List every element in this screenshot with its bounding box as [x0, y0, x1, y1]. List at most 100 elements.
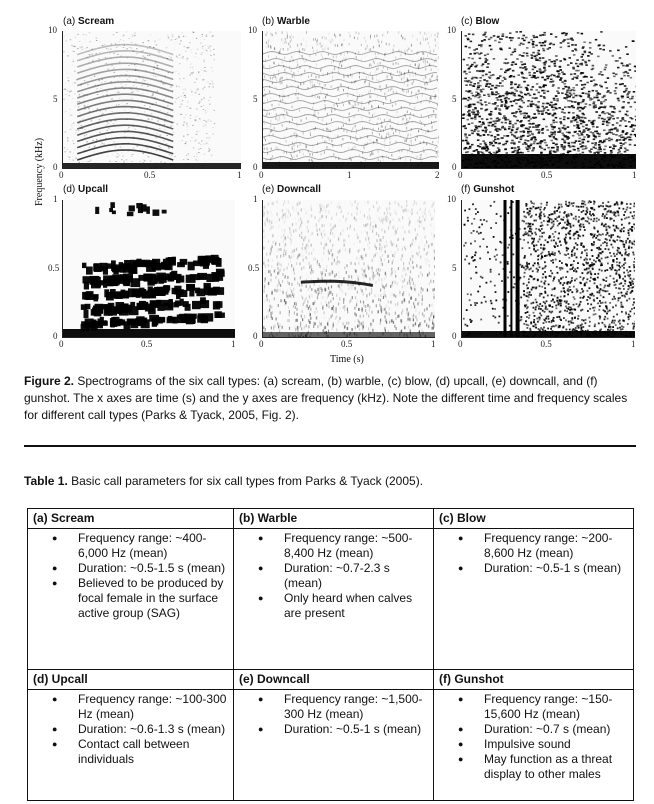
parameter-item: Frequency range: ~150-15,600 Hz (mean) — [458, 692, 627, 722]
x-tick-label: 1 — [631, 339, 636, 349]
parameter-item: Duration: ~0.5-1 s (mean) — [258, 722, 427, 737]
parameter-list: Frequency range: ~1,500-300 Hz (mean)Dur… — [234, 690, 433, 739]
call-parameters-cell: Frequency range: ~150-15,600 Hz (mean)Du… — [433, 689, 634, 801]
panel-name: Blow — [475, 16, 500, 27]
x-tick-label: 0 — [59, 170, 64, 180]
call-type-heading: (d) Upcall — [27, 669, 234, 690]
x-tick-label: 0 — [259, 170, 264, 180]
table-caption: Table 1. Basic call parameters for six c… — [24, 473, 636, 489]
x-tick-label: 0 — [59, 339, 64, 349]
table-caption-text: Basic call parameters for six call types… — [67, 474, 424, 488]
x-tick-label: 0 — [259, 339, 264, 349]
parameter-list: Frequency range: ~500-8,400 Hz (mean)Dur… — [234, 529, 433, 623]
parameter-item: Duration: ~0.6-1.3 s (mean) — [52, 722, 227, 737]
parameter-item: Only heard when calves are present — [258, 591, 427, 621]
x-tick-label: 0.5 — [341, 339, 353, 349]
y-tick-label: 5 — [452, 93, 457, 104]
spectrogram-upcall — [62, 200, 235, 338]
section-divider — [24, 445, 636, 447]
parameter-item: Frequency range: ~500-8,400 Hz (mean) — [258, 531, 427, 561]
call-type-heading: (f) Gunshot — [433, 669, 634, 690]
y-tick-label: 5 — [253, 93, 258, 104]
x-tick-label: 2 — [435, 170, 440, 180]
panel-letter: (a) — [63, 16, 76, 27]
call-parameters-cell: Frequency range: ~500-8,400 Hz (mean)Dur… — [233, 528, 434, 670]
figure-caption: Figure 2. Spectrograms of the six call t… — [24, 373, 636, 424]
spectrogram-scream — [62, 31, 241, 169]
x-tick-label: 0 — [458, 170, 463, 180]
panel-letter: (e) — [262, 184, 275, 195]
call-type-heading: (b) Warble — [233, 508, 434, 529]
x-tick-label: 0.5 — [141, 339, 153, 349]
call-type-heading: (c) Blow — [433, 508, 634, 529]
spectrogram-blow — [461, 31, 636, 169]
call-parameters-table: (a) Scream(b) Warble(c) BlowFrequency ra… — [27, 508, 634, 801]
parameter-list: Frequency range: ~400-6,000 Hz (mean)Dur… — [28, 529, 233, 623]
parameter-item: Duration: ~0.7 s (mean) — [458, 722, 627, 737]
table-caption-label: Table 1. — [24, 474, 68, 488]
y-tick-label: 10 — [447, 25, 456, 35]
y-tick-label: 0.5 — [48, 262, 60, 273]
panel-name: Downcall — [277, 184, 321, 195]
panel-letter: (d) — [63, 184, 76, 195]
y-tick-label: 0.5 — [248, 262, 260, 273]
x-tick-label: 1 — [347, 170, 352, 180]
call-type-heading: (e) Downcall — [233, 669, 434, 690]
parameter-list: Frequency range: ~100-300 Hz (mean)Durat… — [28, 690, 233, 769]
panel-title-warble: (b) Warble — [262, 16, 310, 27]
parameter-item: Duration: ~0.5-1 s (mean) — [458, 561, 627, 576]
parameter-item: May function as a threat display to othe… — [458, 752, 627, 782]
panel-name: Warble — [277, 16, 310, 27]
panel-name: Upcall — [78, 184, 109, 195]
y-tick-label: 0 — [253, 162, 258, 172]
spectrogram-warble — [262, 31, 439, 169]
panel-letter: (b) — [262, 16, 275, 27]
parameter-item: Duration: ~0.7-2.3 s (mean) — [258, 561, 427, 591]
panel-title-upcall: (d) Upcall — [63, 184, 108, 195]
spectrogram-figure: Frequency (kHz) Time (s) (a) Scream 10 5 0 0… — [0, 0, 654, 372]
y-axis-label: Frequency (kHz) — [34, 137, 45, 206]
x-tick-label: 1 — [237, 170, 242, 180]
panel-title-blow: (c) Blow — [461, 16, 499, 27]
x-tick-label: 0.5 — [540, 339, 552, 349]
parameter-item: Frequency range: ~400-6,000 Hz (mean) — [52, 531, 227, 561]
x-tick-label: 0.5 — [541, 170, 553, 180]
panel-title-downcall: (e) Downcall — [262, 184, 321, 195]
x-tick-label: 1 — [231, 339, 236, 349]
y-tick-label: 10 — [248, 25, 257, 35]
y-tick-label: 5 — [452, 262, 457, 273]
panel-name: Scream — [78, 16, 115, 27]
x-tick-label: 1 — [632, 170, 637, 180]
y-tick-label: 0 — [53, 331, 58, 341]
parameter-item: Frequency range: ~100-300 Hz (mean) — [52, 692, 227, 722]
y-tick-label: 1 — [53, 194, 58, 204]
x-tick-label: 0 — [458, 339, 463, 349]
parameter-item: Believed to be produced by focal female … — [52, 576, 227, 621]
parameter-item: Frequency range: ~1,500-300 Hz (mean) — [258, 692, 427, 722]
call-parameters-cell: Frequency range: ~400-6,000 Hz (mean)Dur… — [27, 528, 234, 670]
y-tick-label: 5 — [53, 93, 58, 104]
y-tick-label: 0 — [452, 162, 457, 172]
call-parameters-cell: Frequency range: ~100-300 Hz (mean)Durat… — [27, 689, 234, 801]
call-parameters-cell: Frequency range: ~200-8,600 Hz (mean)Dur… — [433, 528, 634, 670]
call-parameters-cell: Frequency range: ~1,500-300 Hz (mean)Dur… — [233, 689, 434, 801]
y-tick-label: 10 — [48, 25, 57, 35]
y-tick-label: 0 — [253, 331, 258, 341]
parameter-list: Frequency range: ~200-8,600 Hz (mean)Dur… — [434, 529, 633, 578]
spectrogram-downcall — [262, 200, 435, 338]
panel-letter: (f) — [461, 184, 471, 195]
figure-caption-text: Spectrograms of the six call types: (a) … — [24, 374, 628, 422]
y-tick-label: 0 — [53, 162, 58, 172]
x-tick-label: 0.5 — [144, 170, 156, 180]
parameter-item: Duration: ~0.5-1.5 s (mean) — [52, 561, 227, 576]
figure-caption-label: Figure 2. — [24, 374, 75, 388]
parameter-item: Impulsive sound — [458, 737, 627, 752]
parameter-item: Frequency range: ~200-8,600 Hz (mean) — [458, 531, 627, 561]
call-type-heading: (a) Scream — [27, 508, 234, 529]
x-tick-label: 1 — [431, 339, 436, 349]
spectrogram-gunshot — [461, 200, 635, 338]
x-axis-label: Time (s) — [330, 354, 364, 365]
panel-title-gunshot: (f) Gunshot — [461, 184, 514, 195]
panel-letter: (c) — [461, 16, 473, 27]
panel-name: Gunshot — [473, 184, 515, 195]
